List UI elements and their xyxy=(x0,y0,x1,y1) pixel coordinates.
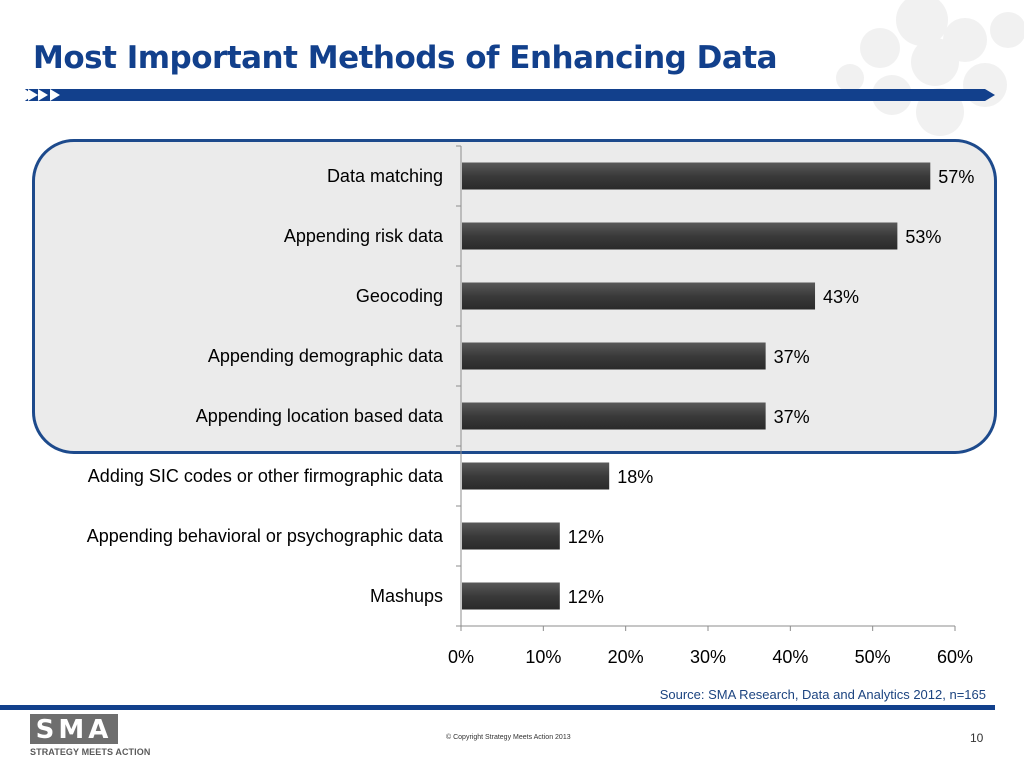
data-label: 12% xyxy=(568,527,604,547)
data-label: 53% xyxy=(905,227,941,247)
x-tick-label: 10% xyxy=(525,647,561,667)
background-decoration xyxy=(836,0,1024,136)
bar xyxy=(462,402,766,430)
data-label: 57% xyxy=(938,167,974,187)
x-tick-label: 30% xyxy=(690,647,726,667)
x-tick-label: 50% xyxy=(855,647,891,667)
logo-tagline: STRATEGY MEETS ACTION xyxy=(30,747,151,757)
x-tick-label: 20% xyxy=(608,647,644,667)
title-rule xyxy=(0,88,995,102)
category-label: Adding SIC codes or other firmographic d… xyxy=(88,466,444,486)
bar-chart: 0% 10% 20% 30% 40% 50% 60% Data matching 57% Appe… xyxy=(87,145,974,667)
category-label: Appending behavioral or psychographic da… xyxy=(87,526,444,546)
bar xyxy=(462,162,931,190)
data-label: 43% xyxy=(823,287,859,307)
data-label: 12% xyxy=(568,587,604,607)
category-label: Geocoding xyxy=(356,286,443,306)
bar xyxy=(462,222,898,250)
svg-text:SMA: SMA xyxy=(36,715,113,745)
bar xyxy=(462,282,816,310)
copyright-text: © Copyright Strategy Meets Action 2013 xyxy=(446,734,571,741)
category-label: Mashups xyxy=(370,586,443,606)
bar xyxy=(462,462,610,490)
data-label: 18% xyxy=(617,467,653,487)
bar xyxy=(462,342,766,370)
sma-logo: SMA xyxy=(30,714,118,745)
x-tick-label: 40% xyxy=(772,647,808,667)
category-label: Appending demographic data xyxy=(208,346,444,366)
page-title: Most Important Methods of Enhancing Data xyxy=(33,40,778,76)
source-note: Source: SMA Research, Data and Analytics… xyxy=(659,687,986,702)
category-label: Data matching xyxy=(327,166,443,186)
data-label: 37% xyxy=(774,407,810,427)
x-tick-label: 0% xyxy=(448,647,474,667)
data-label: 37% xyxy=(774,347,810,367)
category-label: Appending risk data xyxy=(284,226,444,246)
page-number: 10 xyxy=(970,731,984,745)
bar xyxy=(462,522,560,550)
category-label: Appending location based data xyxy=(196,406,444,426)
bar xyxy=(462,582,560,610)
x-tick-label: 60% xyxy=(937,647,973,667)
footer-rule xyxy=(0,705,995,710)
